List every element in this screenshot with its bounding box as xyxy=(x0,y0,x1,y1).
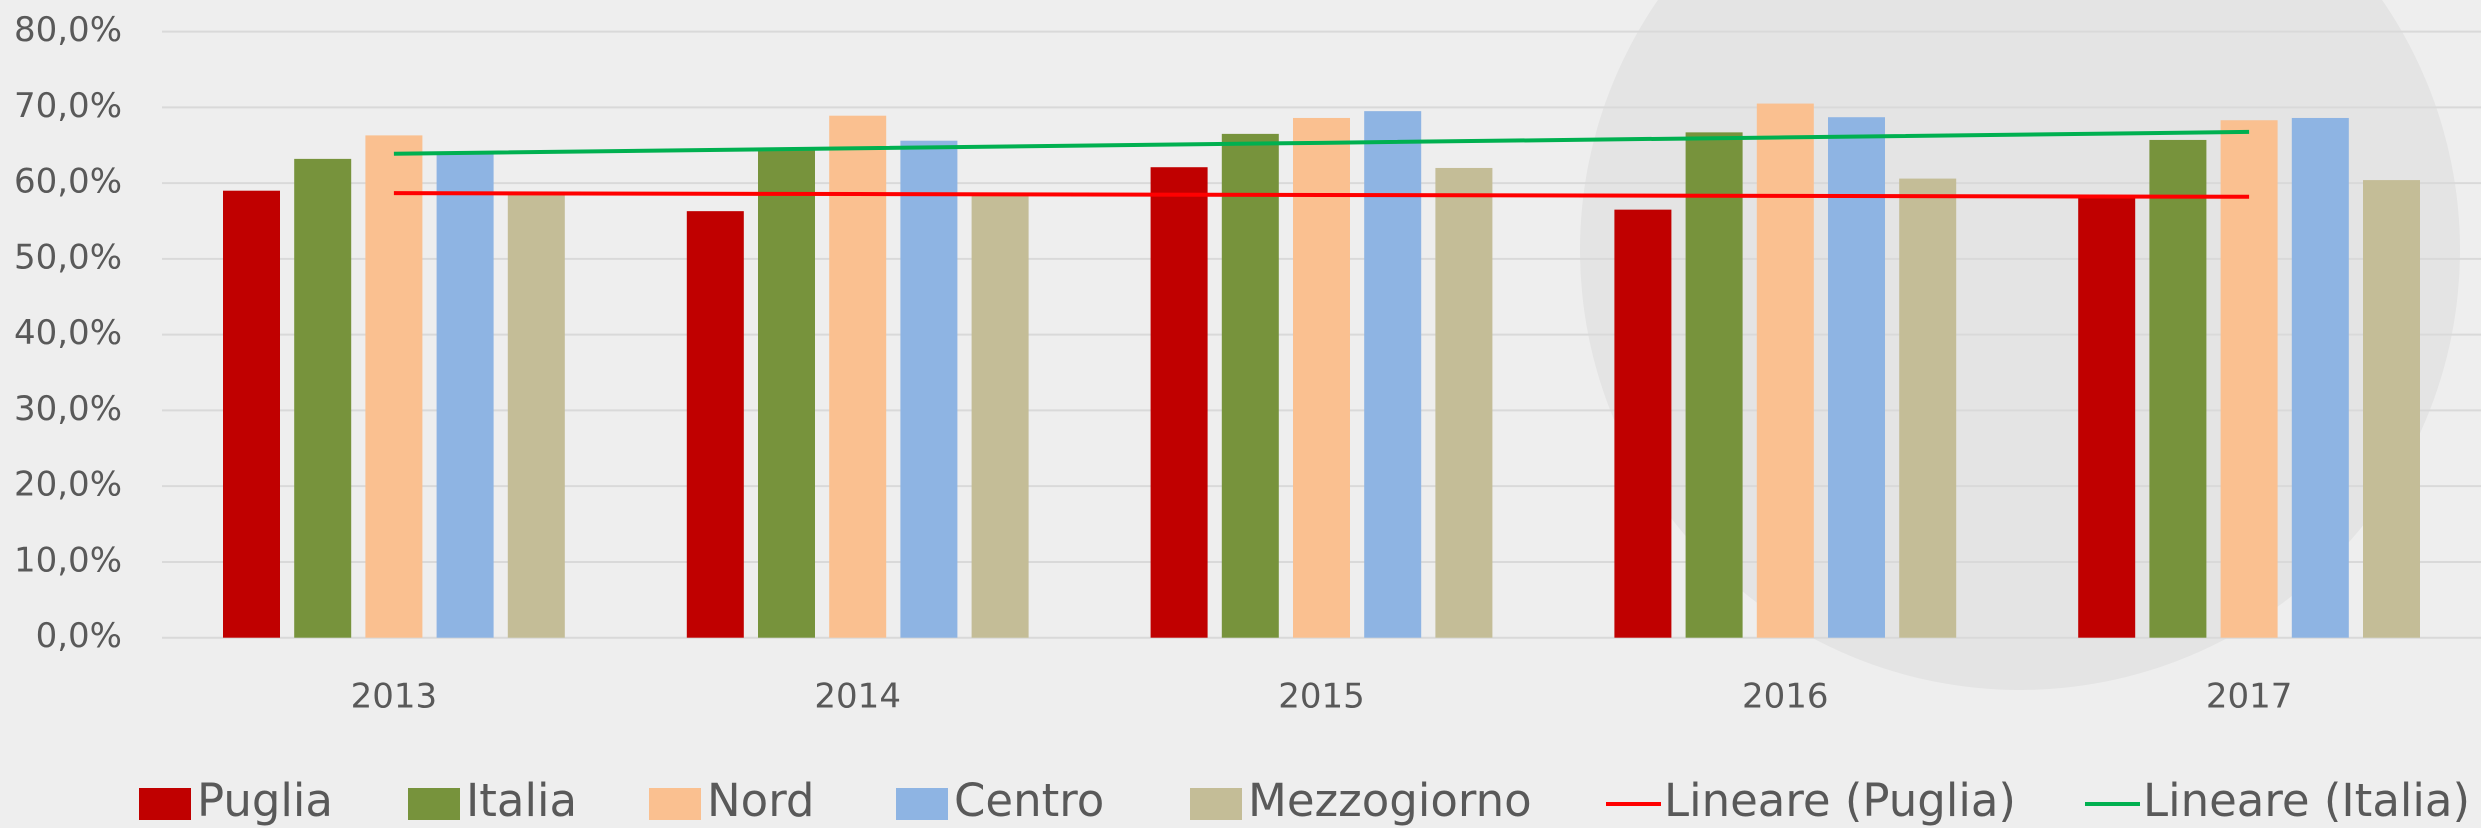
bar xyxy=(2078,196,2135,638)
bar xyxy=(900,141,957,638)
bar xyxy=(972,196,1029,638)
legend-swatch xyxy=(408,788,460,820)
bar xyxy=(508,194,565,638)
y-tick-label: 70,0% xyxy=(14,86,122,126)
x-tick-label: 2016 xyxy=(1742,677,1829,717)
bar xyxy=(1364,111,1421,638)
legend-swatch xyxy=(649,788,701,820)
bar xyxy=(2292,118,2349,638)
y-tick-label: 80,0% xyxy=(14,10,122,50)
y-tick-label: 60,0% xyxy=(14,162,122,202)
y-tick-label: 0,0% xyxy=(36,616,122,656)
bar xyxy=(1435,168,1492,638)
y-tick-label: 50,0% xyxy=(14,237,122,277)
legend-label: Puglia xyxy=(197,774,333,827)
bar xyxy=(1222,134,1279,638)
legend-label: Mezzogiorno xyxy=(1248,774,1532,827)
bar xyxy=(1899,179,1956,638)
bar xyxy=(223,191,280,638)
y-tick-label: 20,0% xyxy=(14,465,122,505)
legend-label: Italia xyxy=(466,774,577,827)
legend-label: Lineare (Italia) xyxy=(2143,774,2470,827)
bar xyxy=(1686,132,1743,637)
chart: 0,0% 10,0% 20,0% 30,0% 40,0% 50,0% 60,0% 70,0% 8… xyxy=(0,0,2481,828)
legend-swatch xyxy=(139,788,191,820)
y-tick-label: 30,0% xyxy=(14,389,122,429)
bar xyxy=(687,211,744,638)
y-tick-label: 10,0% xyxy=(14,540,122,580)
x-tick-label: 2017 xyxy=(2206,677,2293,717)
legend-swatch xyxy=(1190,788,1242,820)
bar xyxy=(1614,210,1671,638)
bar xyxy=(294,159,351,638)
bar xyxy=(758,149,815,638)
x-tick-label: 2014 xyxy=(814,677,901,717)
legend-swatch xyxy=(896,788,948,820)
bar xyxy=(365,135,422,637)
bar xyxy=(1757,104,1814,638)
legend-label: Centro xyxy=(954,774,1104,827)
bar xyxy=(2363,180,2420,638)
legend-label: Nord xyxy=(707,774,814,827)
x-tick-label: 2015 xyxy=(1278,677,1365,717)
x-tick-label: 2013 xyxy=(351,677,438,717)
legend-label: Lineare (Puglia) xyxy=(1664,774,2016,827)
bar xyxy=(2149,140,2206,638)
y-tick-label: 40,0% xyxy=(14,313,122,353)
bar xyxy=(437,153,494,638)
bar xyxy=(1151,167,1208,637)
